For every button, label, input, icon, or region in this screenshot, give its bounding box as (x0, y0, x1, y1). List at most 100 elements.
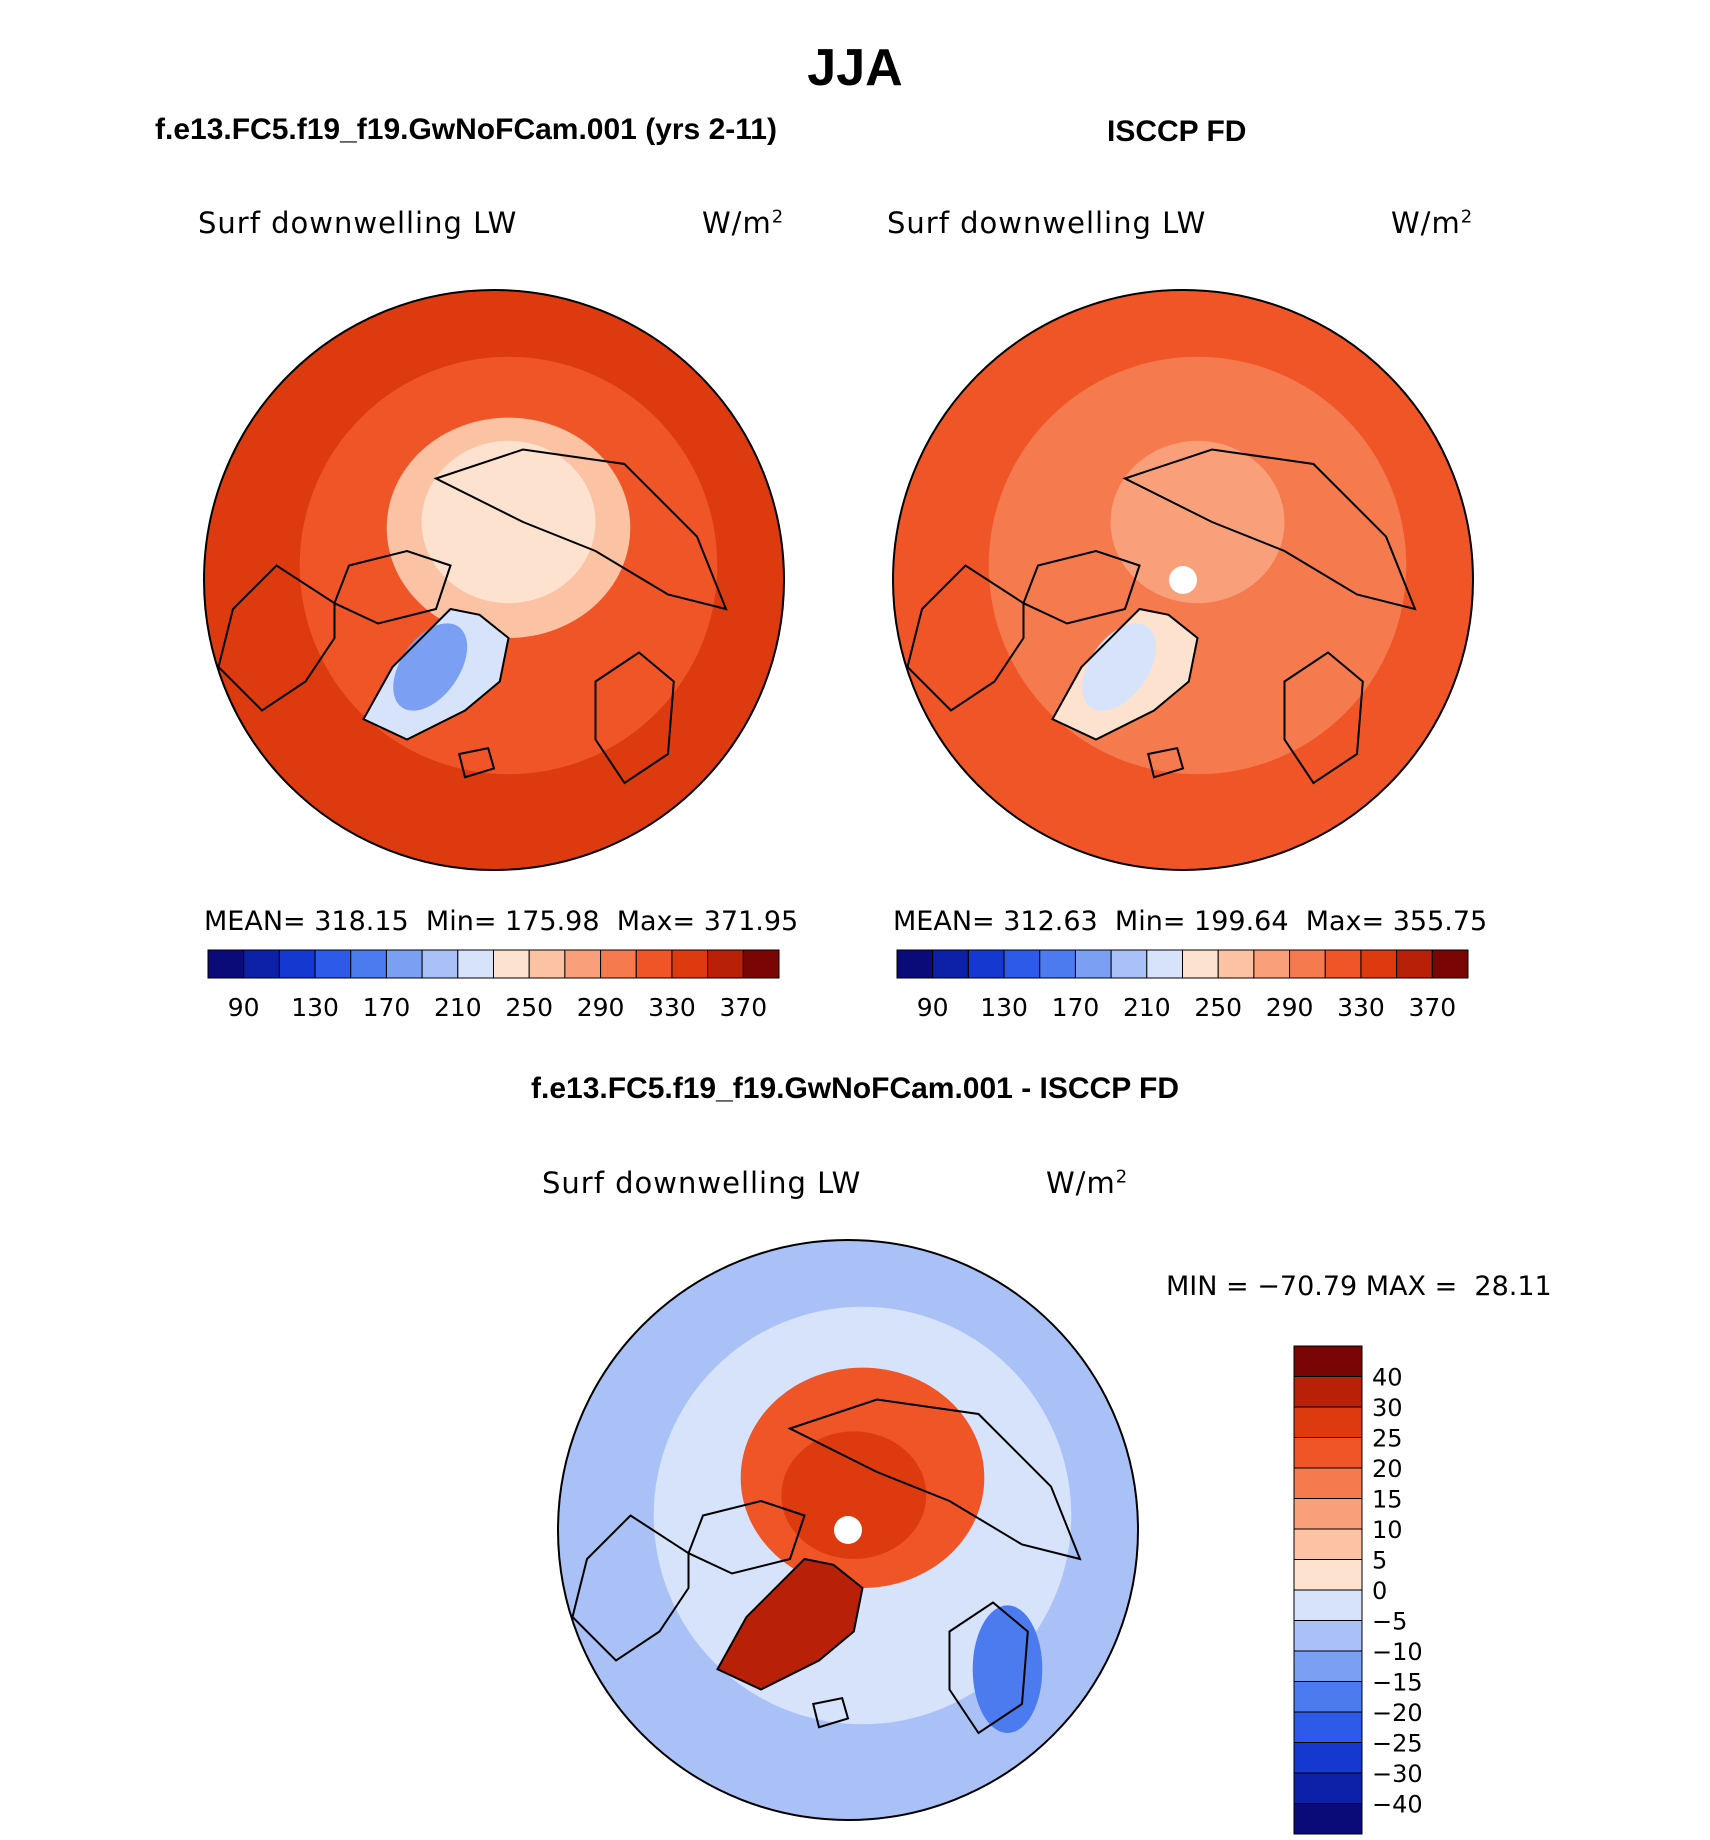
coastline-northAmerica (217, 564, 336, 712)
colorbar-tick-label: 210 (1123, 993, 1171, 1022)
panel-3-min-label: MIN = (1166, 1271, 1249, 1302)
panel-3-max-label: MAX = (1365, 1271, 1458, 1302)
colorbar-box (671, 949, 709, 979)
colorbar-box (314, 949, 352, 979)
colorbar-tick-label: 90 (228, 993, 260, 1022)
colorbar-box (1293, 1406, 1363, 1438)
colorbar-box (1217, 949, 1255, 979)
colorbar-box (1074, 949, 1112, 979)
colorbar-tick-label: −20 (1372, 1699, 1423, 1727)
colorbar-box (243, 949, 280, 979)
colorbar-tick-label: 250 (1194, 993, 1242, 1022)
colorbar-tick-label: 10 (1372, 1516, 1403, 1544)
panel-2-mean-label: MEAN= (893, 906, 995, 937)
coastline-northAmerica (906, 564, 1025, 712)
colorbar-box (350, 949, 387, 979)
panel-1-title: f.e13.FC5.f19_f19.GwNoFCam.001 (yrs 2-11… (155, 113, 777, 146)
colorbar-tick-label: 40 (1372, 1364, 1403, 1392)
colorbar-tick-label: 170 (1052, 993, 1100, 1022)
colorbar-box (1293, 1345, 1363, 1377)
colorbar-box (1293, 1620, 1363, 1652)
panel-1-unit-label: W/m2 (702, 206, 785, 240)
colorbar-box (1431, 949, 1469, 979)
colorbar-tick-label: −40 (1372, 1791, 1423, 1819)
colorbar-box (1293, 1589, 1363, 1621)
panel-3-title: f.e13.FC5.f19_f19.GwNoFCam.001 - ISCCP F… (531, 1072, 1179, 1105)
coastline-northAmerica (571, 1514, 690, 1662)
colorbar-tick-label: 30 (1372, 1394, 1403, 1422)
coastline-siberia (1122, 448, 1417, 611)
map-border (203, 289, 785, 871)
colorbar-tick-label: 250 (505, 993, 553, 1022)
colorbar-box (1293, 1681, 1363, 1713)
colorbar-box (635, 949, 673, 979)
colorbar-box (1293, 1803, 1363, 1835)
panel-3-unit-label: W/m2 (1046, 1166, 1129, 1200)
colorbar-tick-label: −30 (1372, 1760, 1423, 1788)
panel-1-max-value: 371.95 (703, 906, 799, 937)
colorbar-box (421, 949, 459, 979)
panel-3-variable-label: Surf downwelling LW (542, 1166, 862, 1200)
colorbar-tick-label: 5 (1372, 1547, 1387, 1575)
panel-2-colorbar: 90 130 170 210 250 290 330 370 (896, 949, 1469, 1022)
colorbar-box (896, 949, 934, 979)
colorbar-tick-label: 330 (1337, 993, 1385, 1022)
colorbar-tick-label: 370 (1408, 993, 1456, 1022)
colorbar-tick-label: −15 (1372, 1669, 1423, 1697)
colorbar-box (1182, 949, 1219, 979)
colorbar-box (1293, 1376, 1363, 1408)
field-greenland (717, 1559, 863, 1690)
colorbar-box (1293, 1742, 1363, 1774)
colorbar-box (385, 949, 423, 979)
colorbar-box (1324, 949, 1362, 979)
colorbar-box (1293, 1559, 1363, 1591)
colorbar-box (932, 949, 969, 979)
coastline-greenland (362, 607, 510, 741)
colorbar-box (1039, 949, 1076, 979)
panel-3-min-value: −70.79 (1257, 1271, 1358, 1302)
colorbar-tick-label: 15 (1372, 1486, 1403, 1514)
coastline-scandinavia (948, 1601, 1029, 1735)
panel-2-mean-value: 312.63 (1003, 906, 1098, 937)
colorbar-tick-label: 210 (434, 993, 482, 1022)
colorbar-tick-label: 170 (363, 993, 411, 1022)
panel-2-max-value: 355.75 (1392, 906, 1488, 937)
map-border (892, 289, 1474, 871)
colorbar-tick-label: 330 (648, 993, 696, 1022)
field-pole-core (1110, 440, 1285, 604)
colorbar-tick-label: −5 (1372, 1608, 1407, 1636)
colorbar-tick-label: 290 (577, 993, 625, 1022)
field-pole-core (421, 440, 596, 604)
panel-2-variable-label: Surf downwelling LW (887, 206, 1207, 240)
colorbar-tick-label: 0 (1372, 1577, 1387, 1605)
pole-missing-data-dot (834, 1516, 862, 1544)
coastline-siberia (787, 1398, 1082, 1561)
panel-1-max-label: Max= (616, 906, 696, 937)
colorbar-tick-label: 290 (1266, 993, 1314, 1022)
field-greenland-core (1082, 623, 1157, 711)
coastline-greenland (1051, 607, 1199, 741)
panel-2-stats: MEAN= 312.63 Min= 199.64 Max= 355.75 (893, 906, 1487, 937)
map-border (557, 1239, 1139, 1821)
coastline-iceland (1146, 747, 1185, 779)
colorbar-box (278, 949, 316, 979)
panel-2-min-value: 199.64 (1194, 906, 1289, 937)
colorbar-tick-label: 130 (980, 993, 1028, 1022)
colorbar-box (1289, 949, 1326, 979)
panel-3-stats: MIN = −70.79 MAX = 28.11 (1166, 1271, 1552, 1302)
coastline-iceland (457, 747, 496, 779)
panel-2-max-label: Max= (1305, 906, 1385, 937)
field-scandinavia-warm (972, 1605, 1043, 1733)
colorbar-box (967, 949, 1005, 979)
panel-1-variable-label: Surf downwelling LW (198, 206, 518, 240)
coastline-scandinavia (1283, 651, 1364, 785)
colorbar-box (707, 949, 744, 979)
figure-title: JJA (807, 39, 903, 97)
colorbar-tick-label: 20 (1372, 1455, 1403, 1483)
colorbar-box (1003, 949, 1041, 979)
panel-1-colorbar: 90 130 170 210 250 290 330 370 (207, 949, 780, 1022)
coastline-greenland (716, 1557, 864, 1691)
colorbar-box (600, 949, 637, 979)
